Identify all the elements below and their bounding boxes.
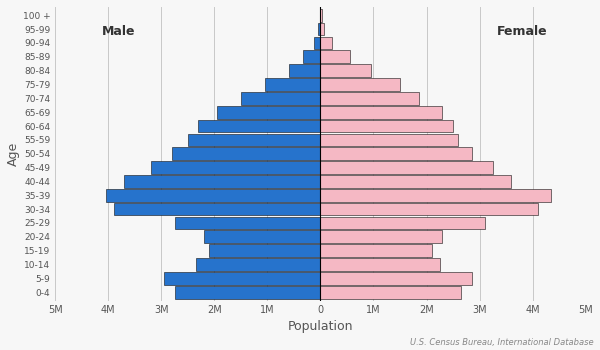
Bar	[320, 161, 493, 174]
Bar	[320, 64, 371, 77]
Bar	[319, 23, 320, 35]
Bar	[164, 272, 320, 285]
Bar	[320, 189, 551, 202]
Bar	[320, 23, 324, 35]
Bar	[320, 50, 350, 63]
Bar	[320, 120, 453, 132]
Text: Female: Female	[497, 25, 547, 38]
Bar	[320, 272, 472, 285]
Bar	[188, 133, 320, 146]
Bar	[314, 37, 320, 49]
Text: U.S. Census Bureau, International Database: U.S. Census Bureau, International Databa…	[410, 337, 594, 346]
Bar	[204, 230, 320, 243]
Bar	[175, 217, 320, 229]
Bar	[304, 50, 320, 63]
Bar	[320, 147, 472, 160]
Bar	[106, 189, 320, 202]
Bar	[320, 9, 322, 22]
Bar	[209, 244, 320, 257]
Bar	[320, 106, 442, 119]
Bar	[265, 78, 320, 91]
Bar	[151, 161, 320, 174]
Bar	[320, 258, 440, 271]
Bar	[217, 106, 320, 119]
Bar	[196, 258, 320, 271]
Bar	[320, 78, 400, 91]
Bar	[172, 147, 320, 160]
Bar	[199, 120, 320, 132]
Bar	[320, 92, 419, 105]
Y-axis label: Age: Age	[7, 142, 20, 166]
Bar	[320, 37, 332, 49]
X-axis label: Population: Population	[287, 320, 353, 332]
Bar	[241, 92, 320, 105]
Bar	[320, 217, 485, 229]
Bar	[320, 230, 442, 243]
Bar	[113, 203, 320, 216]
Bar	[320, 133, 458, 146]
Bar	[124, 175, 320, 188]
Text: Male: Male	[102, 25, 136, 38]
Bar	[289, 64, 320, 77]
Bar	[320, 244, 432, 257]
Bar	[320, 203, 538, 216]
Bar	[320, 286, 461, 299]
Bar	[320, 175, 511, 188]
Bar	[175, 286, 320, 299]
